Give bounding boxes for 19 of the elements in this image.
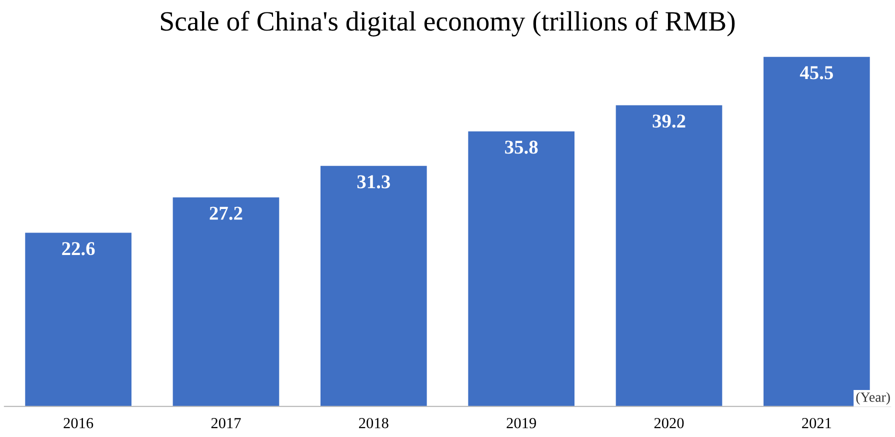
bar [25,232,132,406]
data-label: 22.6 [62,242,95,256]
data-label: 39.2 [652,114,686,128]
data-label: 27.2 [210,206,242,220]
x-tick-label: 2017 [211,418,241,428]
data-label: 31.3 [357,175,390,188]
chart-title: Scale of China's digital economy (trillions of RMB) [161,10,735,36]
x-tick-label: 2021 [802,418,832,428]
bar [616,105,722,406]
x-tick-label: 2020 [654,418,684,428]
x-tick-label: 2018 [359,418,388,428]
data-label: 45.5 [800,66,833,80]
x-tick-label: 2019 [506,418,536,428]
annotation: (Year) [856,392,890,405]
bar [320,166,427,406]
data-label: 35.8 [505,140,538,154]
x-tick-label: 2016 [64,418,94,428]
bar [468,131,574,406]
bar [172,197,280,406]
